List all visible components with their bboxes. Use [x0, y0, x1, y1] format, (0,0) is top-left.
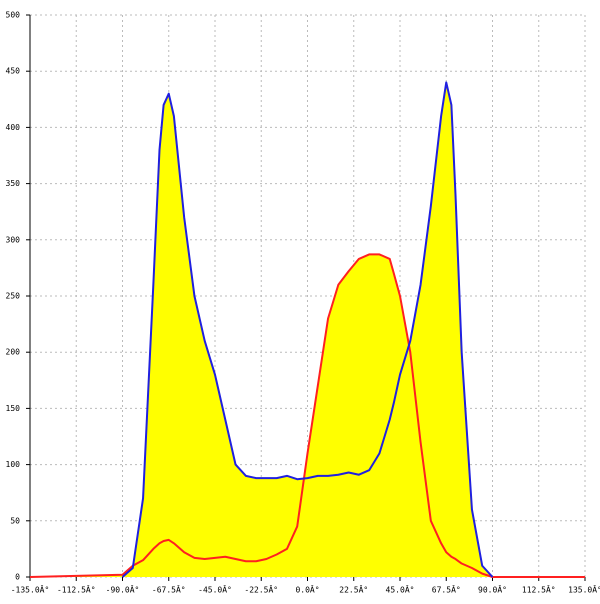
y-tick-label: 500 [6, 11, 21, 20]
x-tick-label: 67.5Â° [432, 584, 461, 595]
y-tick-label: 50 [10, 516, 20, 525]
x-tick-label: 112.5Â° [522, 584, 556, 595]
x-tick-label: -45.0Â° [198, 584, 232, 595]
x-tick-label: -67.5Â° [152, 584, 186, 595]
line [29, 253, 585, 578]
x-tick-label: 45.0Â° [386, 584, 415, 595]
y-tick-label: 100 [6, 460, 21, 469]
x-tick-label: 135.0Â° [568, 584, 600, 595]
y-tick-label: 300 [6, 235, 21, 244]
y-tick-label: 350 [6, 179, 21, 188]
x-tick-label: 0.0Â° [295, 584, 319, 595]
x-tick-label: -22.5Â° [244, 584, 278, 595]
y-tick-label: 0 [15, 573, 20, 582]
x-tick-label: -135.0Â° [11, 584, 50, 595]
line [121, 81, 494, 578]
x-tick-label: -90.0Â° [106, 584, 140, 595]
x-tick-label: 90.0Â° [478, 584, 507, 595]
y-tick-label: 450 [6, 67, 21, 76]
y-tick-label: 250 [6, 292, 21, 301]
y-tick-label: 200 [6, 348, 21, 357]
x-tick-label: 22.5Â° [339, 584, 368, 595]
y-tick-label: 150 [6, 404, 21, 413]
x-tick-label: -112.5Â° [57, 584, 96, 595]
area-fill [30, 254, 585, 578]
y-tick-label: 400 [6, 123, 21, 132]
